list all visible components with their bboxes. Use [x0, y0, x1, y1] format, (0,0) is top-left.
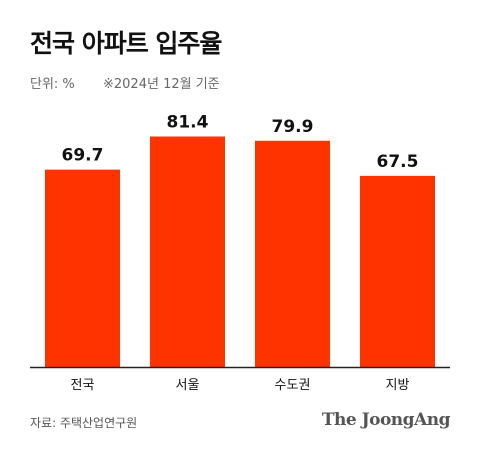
category-label-1: 전국: [71, 378, 95, 393]
bar-4: [360, 175, 435, 367]
data-label-2: 81.4: [167, 113, 209, 133]
chart-title: 전국 아파트 입주율: [30, 29, 222, 58]
bar-1: [45, 169, 120, 367]
unit-label: 단위: %: [30, 77, 75, 92]
category-label-4: 지방: [386, 378, 410, 393]
data-label-1: 69.7: [62, 146, 104, 166]
reference-date-note: ※2024년 12월 기준: [103, 77, 220, 92]
publisher-logo: The JoongAng: [321, 410, 451, 430]
source-label: 자료: 주택산업연구원: [30, 416, 138, 430]
bar-3: [255, 140, 330, 367]
category-label-3: 수도권: [275, 378, 311, 393]
data-label-4: 67.5: [377, 152, 419, 172]
bar-2: [150, 136, 225, 367]
category-label-2: 서울: [176, 378, 200, 393]
data-label-3: 79.9: [272, 117, 314, 137]
